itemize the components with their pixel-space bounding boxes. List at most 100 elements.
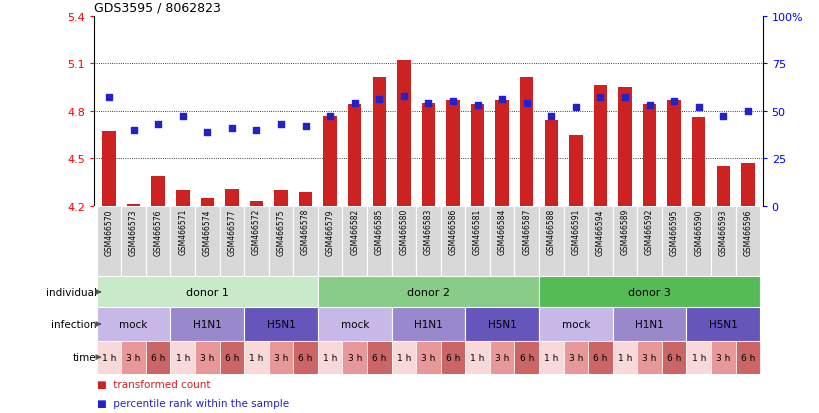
- Text: GSM466593: GSM466593: [718, 209, 727, 255]
- Point: [740, 108, 753, 115]
- Bar: [367, 341, 391, 374]
- Text: 3 h: 3 h: [347, 353, 361, 362]
- Bar: [464, 206, 489, 277]
- Bar: [519, 78, 533, 206]
- Bar: [195, 341, 219, 374]
- Bar: [661, 341, 686, 374]
- Bar: [740, 164, 753, 206]
- Text: mock: mock: [561, 319, 590, 329]
- Bar: [97, 341, 121, 374]
- Bar: [121, 206, 146, 277]
- Bar: [612, 206, 636, 277]
- Bar: [102, 132, 115, 206]
- Text: GSM466579: GSM466579: [325, 209, 334, 255]
- Bar: [152, 176, 165, 206]
- Point: [127, 127, 140, 134]
- Text: GSM466596: GSM466596: [743, 209, 752, 255]
- Bar: [514, 206, 538, 277]
- Bar: [686, 341, 710, 374]
- Point: [250, 127, 263, 134]
- Text: GSM466591: GSM466591: [571, 209, 580, 255]
- Bar: [538, 308, 612, 341]
- Bar: [244, 341, 269, 374]
- Bar: [686, 206, 710, 277]
- Point: [201, 129, 214, 136]
- Text: individual: individual: [46, 287, 97, 297]
- Bar: [176, 191, 189, 206]
- Text: GSM466589: GSM466589: [620, 209, 629, 255]
- Text: mock: mock: [340, 319, 369, 329]
- Text: infection: infection: [51, 319, 97, 329]
- Bar: [538, 206, 563, 277]
- Bar: [219, 341, 244, 374]
- Bar: [342, 206, 367, 277]
- Bar: [367, 206, 391, 277]
- Bar: [416, 206, 440, 277]
- Point: [324, 114, 337, 121]
- Text: GSM466584: GSM466584: [497, 209, 506, 255]
- Text: GSM466587: GSM466587: [522, 209, 531, 255]
- Point: [568, 104, 581, 111]
- Point: [716, 114, 729, 121]
- Bar: [225, 189, 238, 206]
- Text: GSM466570: GSM466570: [104, 209, 113, 255]
- Bar: [495, 100, 509, 206]
- Bar: [391, 206, 416, 277]
- Bar: [489, 341, 514, 374]
- Point: [470, 102, 483, 109]
- Bar: [127, 205, 140, 206]
- Point: [102, 95, 115, 102]
- Text: GSM466571: GSM466571: [178, 209, 187, 255]
- Text: 3 h: 3 h: [274, 353, 287, 362]
- Text: 3 h: 3 h: [641, 353, 656, 362]
- Bar: [440, 206, 464, 277]
- Bar: [170, 341, 195, 374]
- Text: GSM466595: GSM466595: [669, 209, 678, 255]
- Bar: [342, 341, 367, 374]
- Text: GDS3595 / 8062823: GDS3595 / 8062823: [94, 1, 221, 14]
- Bar: [618, 88, 631, 206]
- Text: GSM466586: GSM466586: [448, 209, 457, 255]
- Bar: [201, 199, 214, 206]
- Bar: [538, 341, 563, 374]
- Bar: [563, 341, 587, 374]
- Bar: [716, 167, 729, 206]
- Point: [397, 93, 410, 100]
- Text: 1 h: 1 h: [544, 353, 558, 362]
- Text: 1 h: 1 h: [470, 353, 484, 362]
- Bar: [146, 206, 170, 277]
- Bar: [464, 341, 489, 374]
- Text: 3 h: 3 h: [126, 353, 141, 362]
- Text: 1 h: 1 h: [323, 353, 337, 362]
- Bar: [293, 341, 318, 374]
- Bar: [170, 206, 195, 277]
- Bar: [244, 308, 318, 341]
- Point: [299, 123, 312, 130]
- Text: H5N1: H5N1: [266, 319, 295, 329]
- Bar: [298, 192, 312, 206]
- Bar: [347, 105, 361, 206]
- Text: H5N1: H5N1: [708, 319, 737, 329]
- Text: H5N1: H5N1: [487, 319, 516, 329]
- Bar: [636, 341, 661, 374]
- Bar: [97, 277, 318, 308]
- Text: 6 h: 6 h: [592, 353, 607, 362]
- Text: 1 h: 1 h: [175, 353, 190, 362]
- Bar: [121, 341, 146, 374]
- Point: [519, 101, 532, 107]
- Text: GSM466573: GSM466573: [129, 209, 138, 255]
- Text: GSM466590: GSM466590: [694, 209, 703, 255]
- Bar: [146, 341, 170, 374]
- Point: [176, 114, 189, 121]
- Text: 6 h: 6 h: [298, 353, 312, 362]
- Point: [274, 121, 287, 128]
- Bar: [250, 202, 263, 206]
- Text: 3 h: 3 h: [715, 353, 730, 362]
- Text: GSM466572: GSM466572: [251, 209, 260, 255]
- Bar: [691, 118, 704, 206]
- Text: 6 h: 6 h: [740, 353, 754, 362]
- Bar: [710, 341, 735, 374]
- Bar: [293, 206, 318, 277]
- Bar: [269, 341, 293, 374]
- Bar: [612, 308, 686, 341]
